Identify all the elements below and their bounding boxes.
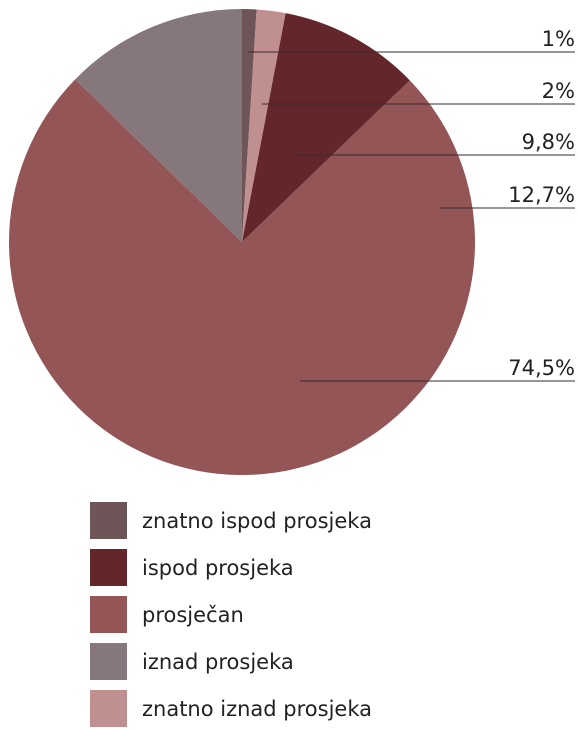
data-label: 12,7% — [508, 183, 575, 207]
pie-slice — [242, 9, 257, 242]
legend-swatch — [90, 690, 127, 727]
data-label: 2% — [542, 79, 575, 103]
data-label: 9,8% — [522, 130, 575, 154]
pie-slice — [242, 13, 410, 242]
legend-label: znatno ispod prosjeka — [142, 509, 372, 533]
legend-label: ispod prosjeka — [142, 556, 294, 580]
data-label: 74,5% — [508, 356, 575, 380]
pie-slice — [242, 9, 286, 242]
legend-label: prosječan — [142, 603, 244, 627]
legend-swatch — [90, 502, 127, 539]
pie-slice — [75, 9, 242, 242]
data-label: 1% — [542, 27, 575, 51]
legend-swatch — [90, 643, 127, 680]
legend-swatch — [90, 596, 127, 633]
legend-label: iznad prosjeka — [142, 650, 294, 674]
legend-swatch — [90, 549, 127, 586]
legend-label: znatno iznad prosjeka — [142, 697, 372, 721]
pie-slice — [8, 79, 475, 475]
